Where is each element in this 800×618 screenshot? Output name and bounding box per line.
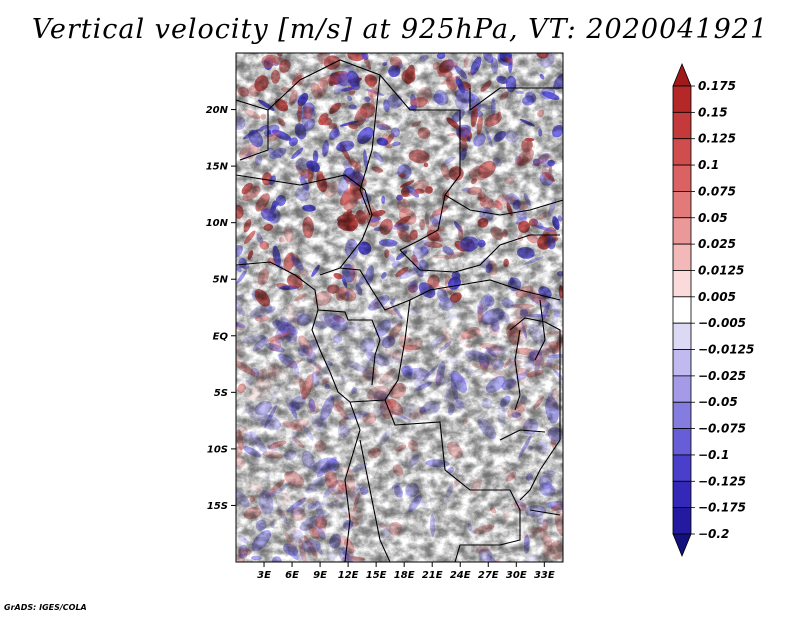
colorbar-label: 0.125 (698, 132, 736, 146)
colorbar-extend-max (672, 62, 692, 87)
x-tick-label: 9E (313, 570, 327, 581)
x-tick-label: 6E (285, 570, 299, 581)
colorbar-label: 0.075 (698, 184, 736, 198)
y-tick-label: 10N (206, 218, 229, 229)
colorbar-label: −0.05 (698, 395, 738, 409)
colorbar-label: 0.025 (698, 237, 736, 251)
grads-credit: GrADS: IGES/COLA (4, 603, 87, 612)
colorbar-box (672, 217, 692, 245)
colorbar-box (672, 270, 692, 298)
colorbar-box (672, 138, 692, 166)
colorbar-label: −0.025 (698, 369, 746, 383)
colorbar-box (672, 507, 692, 535)
x-tick-label: 27E (478, 570, 499, 581)
colorbar-box (672, 454, 692, 482)
y-tick-label: 10S (207, 444, 228, 455)
noise-texture (236, 53, 563, 562)
colorbar-label: 0.05 (698, 211, 728, 225)
x-tick-label: 3E (257, 570, 271, 581)
y-tick-label: 15S (207, 501, 228, 512)
colorbar-label: −0.125 (698, 474, 746, 488)
colorbar-label: −0.175 (698, 501, 746, 515)
colorbar-label: −0.075 (698, 422, 746, 436)
colorbar-label: −0.1 (698, 448, 729, 462)
y-tick-label: 5S (214, 388, 228, 399)
x-tick-label: 21E (422, 570, 443, 581)
colorbar-box (672, 322, 692, 350)
colorbar-box (672, 480, 692, 509)
colorbar-box (672, 401, 692, 429)
colorbar-label: 0.1 (698, 158, 719, 172)
colorbar-box (672, 191, 692, 219)
colorbar-label: −0.005 (698, 316, 746, 330)
x-tick-label: 15E (366, 570, 387, 581)
colorbar: 0.175 0.15 0.125 0.1 0.075 0.05 0.025 0.0125 0.0… (672, 62, 754, 558)
colorbar-label: −0.2 (698, 527, 729, 541)
x-tick-label: 33E (534, 570, 555, 581)
colorbar-box (672, 349, 692, 377)
colorbar-box (672, 85, 692, 113)
x-tick-label: 18E (394, 570, 415, 581)
x-axis: 3E 6E 9E 12E 15E 18E 21E 24E 27E 30E 33E (257, 562, 555, 581)
colorbar-label: −0.0125 (698, 343, 754, 357)
x-tick-label: 12E (338, 570, 359, 581)
y-tick-label: 15N (206, 162, 229, 173)
x-tick-label: 30E (506, 570, 527, 581)
country-borders (236, 59, 563, 562)
colorbar-box (672, 164, 692, 192)
colorbar-box (672, 296, 692, 324)
colorbar-label: 0.175 (698, 79, 736, 93)
colorbar-box (672, 111, 692, 140)
colorbar-label: 0.0125 (698, 263, 744, 277)
y-tick-label: 20N (206, 105, 229, 116)
colorbar-label: 0.15 (698, 105, 728, 119)
colorbar-label: 0.005 (698, 290, 736, 304)
chart-title: Vertical velocity [m/s] at 925hPa, VT: 2… (31, 14, 769, 45)
plot-frame (235, 52, 564, 563)
map-area (236, 53, 563, 562)
colorbar-box (672, 428, 692, 456)
y-tick-label: 5N (213, 275, 229, 286)
colorbar-extend-min (672, 533, 692, 558)
colorbar-box (672, 375, 692, 403)
colorbar-box (672, 243, 692, 271)
x-tick-label: 24E (450, 570, 471, 581)
y-axis: 20N 15N 10N 5N EQ 5S 10S 15S (206, 105, 236, 512)
y-tick-label: EQ (213, 331, 229, 342)
